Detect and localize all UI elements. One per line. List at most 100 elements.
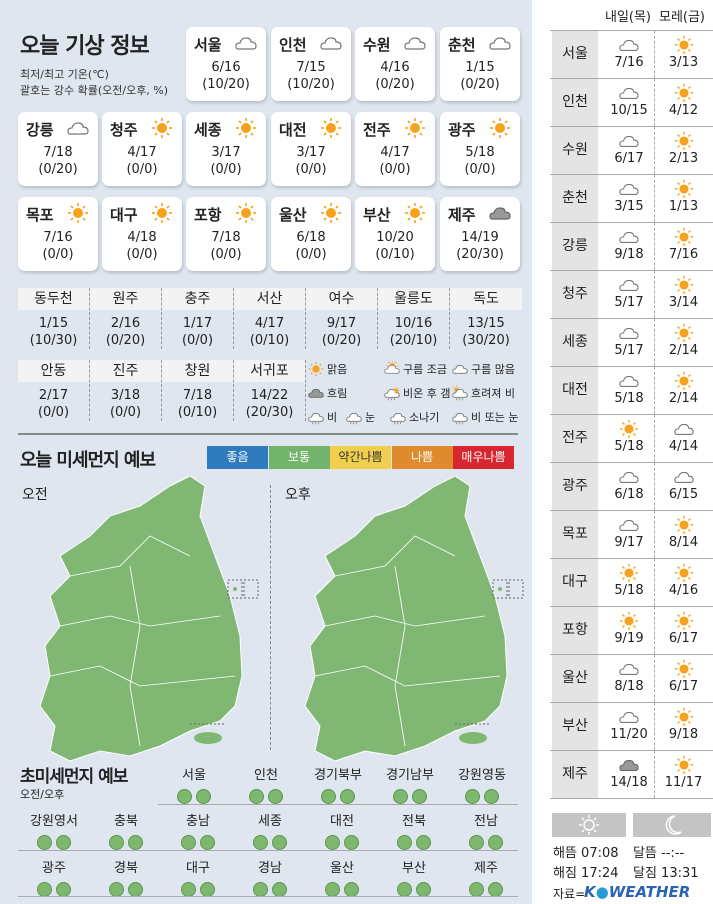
city-name: 세종 [194,121,222,139]
sun-icon [403,117,427,139]
region-name: 제주 [474,861,498,876]
temperature: 3/17 [296,145,326,160]
sun-icon [234,202,258,224]
shower-icon [389,409,407,425]
temperature: 14/22 [250,388,289,403]
temperature: 2/14 [668,343,699,358]
rain-probability: (0/0) [210,162,242,177]
temperature: 4/16 [668,583,699,598]
city-name: 울산 [279,206,307,224]
rain-probability: (10/30) [29,333,78,348]
level-dots [230,789,302,804]
city-values: 4/17 (0/10) [234,315,305,349]
temperature: 11/20 [610,727,648,742]
day2-cell: 1/13 [654,175,712,222]
rain-icon [307,409,325,425]
city-name: 광주 [448,121,476,139]
ultrafine-region: 인천 [230,764,302,804]
city-values: 1/17 (0/0) [162,315,233,349]
legend-label: 비 또는 눈 [471,411,519,424]
sunrise: 해뜸 07:08 [553,846,619,861]
sun-icon [672,515,696,535]
small-city: 진주 3/18 (0/0) [90,360,162,421]
rain-probability: (0/20) [321,333,362,348]
ultrafine-region: 강원영서 [18,810,90,850]
region-name: 대전 [330,814,354,829]
temperature: 7/16 [668,247,699,262]
temperature: 5/18 [614,391,644,406]
snow-icon [345,409,363,425]
rain-probability: (0/0) [126,247,158,262]
forecast-row: 청주 5/17 3/14 [550,270,713,318]
rain-or-snow-icon [451,409,469,425]
forecast-row: 세종 5/17 2/14 [550,318,713,366]
am-level-dot [397,835,412,850]
legend-item: 구름 조금 [383,360,447,377]
city-name: 원주 [90,288,161,310]
sun-icon [66,202,90,224]
pm-level-dot [488,835,503,850]
level-dots [450,882,522,897]
dust-map-pm [295,475,535,770]
cloud-icon [403,32,427,54]
sun-icon [672,659,696,679]
sun-icon [319,202,343,224]
am-level-dot [37,882,52,897]
level-dots [90,835,162,850]
rain-probability: (0/20) [38,162,78,177]
sun-icon [319,117,343,139]
city-name: 서울 [194,36,222,54]
cloud-icon [617,179,641,199]
row-divider [158,804,518,805]
cloud-icon [66,117,90,139]
day1-cell: 6/17 [600,127,658,174]
ultrafine-region: 대전 [306,810,378,850]
cloud-icon [617,707,641,727]
legend-label: 눈 [365,411,376,424]
region-name: 인천 [254,768,278,783]
city-card: 목포 7/16 (0/0) [18,197,98,271]
day2-cell: 11/17 [654,751,712,798]
sun-icon [617,563,641,583]
temperature: 4/16 [380,60,410,75]
region-name: 경북 [114,861,138,876]
region-name: 대구 [186,861,210,876]
sun-icon [234,117,258,139]
day2-cell: 4/16 [654,559,712,606]
temperature: 5/17 [614,295,644,310]
temperature: 5/18 [614,439,644,454]
pm-level-dot [268,789,283,804]
am-level-dot [253,835,268,850]
cloud-icon [617,515,641,535]
city-name: 여수 [306,288,377,310]
temperature: 10/20 [376,230,414,245]
rain-probability: (0/0) [295,162,327,177]
sun-outline-icon [579,815,599,835]
city-name: 대구 [552,559,598,606]
am-label: 오전 [22,487,48,503]
pm-level-dot [128,835,143,850]
temperature: 6/16 [211,60,241,75]
page-title: 오늘 기상 정보 [20,34,150,59]
dust-level-5: 매우나쁨 [453,446,514,469]
city-name: 포항 [194,206,222,224]
level-dots [162,882,234,897]
pm-level-dot [128,882,143,897]
small-city: 충주 1/17 (0/0) [162,288,234,349]
city-card: 춘천 1/15 (0/20) [440,27,520,101]
city-name: 독도 [450,288,522,310]
day1-cell: 8/18 [600,655,658,702]
am-level-dot [249,789,264,804]
am-level-dot [393,789,408,804]
dark-cloud-icon [617,755,641,775]
legend-label: 구름 많음 [471,363,515,376]
ultrafine-region: 광주 [18,857,90,897]
city-name: 목포 [26,206,54,224]
day1-cell: 3/15 [600,175,658,222]
forecast-row: 광주 6/18 6/15 [550,462,713,510]
legend-label: 맑음 [327,363,348,376]
city-card: 포항 7/18 (0/0) [186,197,266,271]
level-dots [378,882,450,897]
city-values: 2/17 (0/0) [18,387,89,421]
am-level-dot [325,835,340,850]
